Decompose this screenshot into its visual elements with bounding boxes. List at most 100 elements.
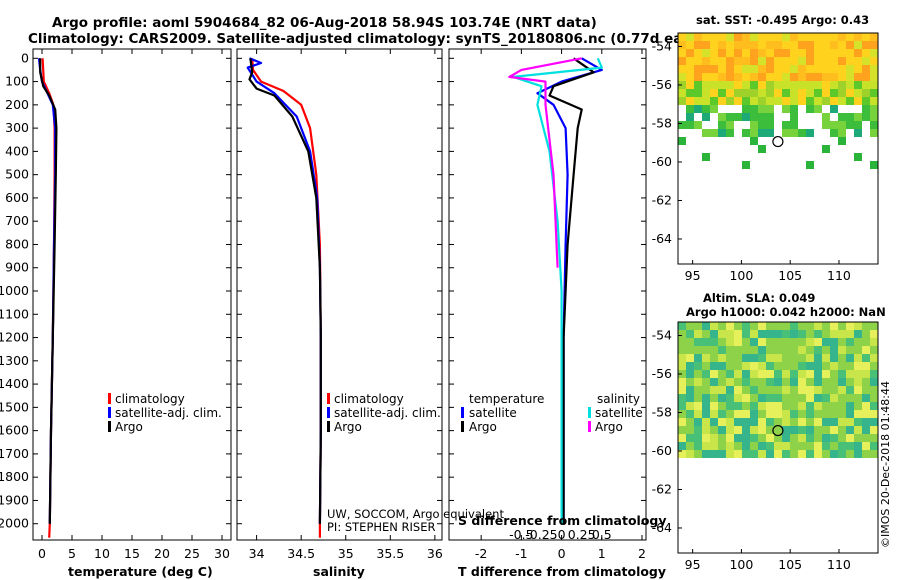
map-cell	[694, 33, 702, 41]
map-cell	[750, 225, 758, 233]
map-cell	[822, 498, 830, 506]
map-cell	[774, 522, 782, 530]
map-cell	[702, 546, 710, 554]
map-cell	[814, 522, 822, 530]
map-cell	[798, 466, 806, 474]
x-tick-label: 34	[249, 546, 265, 561]
map-cell	[702, 217, 710, 225]
map-cell	[750, 89, 758, 97]
map-cell	[870, 530, 878, 538]
map-cell	[814, 330, 822, 338]
map-cell	[838, 394, 846, 402]
map-cell	[870, 458, 878, 466]
map-cell	[838, 137, 846, 145]
map-cell	[822, 121, 830, 129]
diff-legend-swatch-s-argo	[588, 421, 591, 432]
map-cell	[822, 402, 830, 410]
map-cell	[806, 522, 814, 530]
map-cell	[718, 466, 726, 474]
salinity-legend: climatology satellite-adj. clim. Argo	[327, 392, 441, 434]
map-cell	[830, 354, 838, 362]
map-cell	[846, 257, 854, 265]
map-cell	[694, 530, 702, 538]
map-cell	[718, 249, 726, 257]
map-cell	[710, 97, 718, 105]
map-cell	[710, 161, 718, 169]
map-cell	[798, 546, 806, 554]
map-cell	[726, 209, 734, 217]
map-cell	[750, 338, 758, 346]
map-cell	[790, 370, 798, 378]
map-cell	[798, 89, 806, 97]
map-cell	[734, 217, 742, 225]
map-cell	[726, 498, 734, 506]
map-cell	[750, 33, 758, 41]
map-cell	[766, 418, 774, 426]
x-tick-label: 35.5	[376, 546, 404, 561]
map-cell	[742, 81, 750, 89]
map-cell	[774, 97, 782, 105]
map-cell	[774, 65, 782, 73]
map-cell	[678, 434, 686, 442]
map-cell	[694, 81, 702, 89]
map-cell	[790, 161, 798, 169]
map-cell	[678, 153, 686, 161]
map-cell	[854, 354, 862, 362]
map-cell	[774, 346, 782, 354]
map-cell	[862, 145, 870, 153]
map-cell	[750, 514, 758, 522]
map-cell	[702, 169, 710, 177]
map-cell	[742, 378, 750, 386]
map-cell	[702, 241, 710, 249]
map-cell	[822, 530, 830, 538]
map-cell	[854, 137, 862, 145]
map-cell	[846, 177, 854, 185]
map-cell	[766, 177, 774, 185]
map-cell	[686, 121, 694, 129]
map-cell	[790, 241, 798, 249]
map-cell	[798, 33, 806, 41]
map-cell	[750, 530, 758, 538]
map-cell	[854, 233, 862, 241]
map-cell	[758, 498, 766, 506]
map-cell	[798, 354, 806, 362]
diff-legend-swatch-t-argo	[461, 421, 464, 432]
map-cell	[742, 346, 750, 354]
map-cell	[846, 402, 854, 410]
map-cell	[774, 386, 782, 394]
map-cell	[702, 418, 710, 426]
map-cell	[758, 426, 766, 434]
map-cell	[694, 97, 702, 105]
map-cell	[798, 474, 806, 482]
map-cell	[766, 402, 774, 410]
map-cell	[814, 418, 822, 426]
map-cell	[790, 346, 798, 354]
map-cell	[758, 105, 766, 113]
map-cell	[734, 153, 742, 161]
map-cell	[782, 113, 790, 121]
map-cell	[870, 153, 878, 161]
map-cell	[830, 370, 838, 378]
map-cell	[702, 354, 710, 362]
map-cell	[838, 490, 846, 498]
map-cell	[750, 193, 758, 201]
map-cell	[758, 434, 766, 442]
map-cell	[790, 129, 798, 137]
map-cell	[846, 73, 854, 81]
map-cell	[726, 402, 734, 410]
map-cell	[710, 81, 718, 89]
map-cell	[822, 249, 830, 257]
map-cell	[806, 161, 814, 169]
map-cell	[806, 97, 814, 105]
map-cell	[742, 514, 750, 522]
map-cell	[726, 49, 734, 57]
map-cell	[798, 209, 806, 217]
map-cell	[726, 193, 734, 201]
map-cell	[710, 394, 718, 402]
map-y-tick-label: -58	[652, 115, 672, 130]
map-cell	[742, 65, 750, 73]
map-cell	[718, 474, 726, 482]
map-cell	[686, 418, 694, 426]
map-cell	[822, 546, 830, 554]
map-cell	[862, 49, 870, 57]
